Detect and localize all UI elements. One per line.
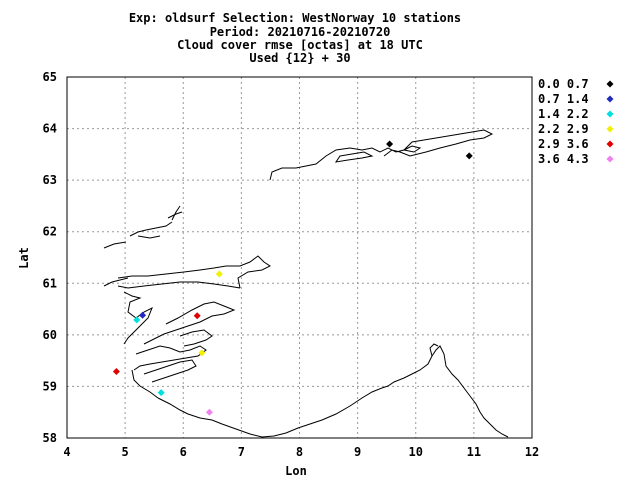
y-tick-label: 61 <box>43 276 57 290</box>
station-marker <box>193 312 201 320</box>
legend-marker <box>606 80 614 88</box>
y-tick-label: 60 <box>43 328 57 342</box>
legend-label: 0.0 0.7 <box>538 77 589 91</box>
title-line-2: Period: 20210716-20210720 <box>210 25 391 39</box>
x-tick-label: 12 <box>525 445 539 459</box>
legend-label: 1.4 2.2 <box>538 107 589 121</box>
x-axis-label: Lon <box>285 464 307 478</box>
x-tick-label: 9 <box>354 445 361 459</box>
title-line-1: Exp: oldsurf Selection: WestNorway 10 st… <box>129 11 461 25</box>
station-marker <box>157 389 165 397</box>
x-tick-label: 11 <box>467 445 481 459</box>
station-marker <box>139 311 147 319</box>
plot-frame <box>66 76 533 439</box>
station-marker <box>198 349 206 357</box>
coastline <box>103 129 509 438</box>
legend-label: 2.9 3.6 <box>538 137 589 151</box>
title-line-4: Used {12} + 30 <box>249 51 350 65</box>
legend-label: 0.7 1.4 <box>538 92 589 106</box>
x-tick-label: 4 <box>63 445 70 459</box>
y-tick-label: 64 <box>43 122 57 136</box>
title-line-3: Cloud cover rmse [octas] at 18 UTC <box>177 38 423 52</box>
station-marker <box>133 316 141 324</box>
station-markers <box>112 140 473 416</box>
x-tick-label: 8 <box>296 445 303 459</box>
legend: 0.0 0.70.7 1.41.4 2.22.2 2.92.9 3.63.6 4… <box>538 77 614 166</box>
station-marker <box>386 140 394 148</box>
legend-marker <box>606 125 614 133</box>
station-marker <box>215 270 223 278</box>
y-tick-label: 59 <box>43 379 57 393</box>
y-tick-label: 65 <box>43 70 57 84</box>
x-tick-label: 6 <box>180 445 187 459</box>
legend-marker <box>606 95 614 103</box>
legend-marker <box>606 110 614 118</box>
y-tick-label: 62 <box>43 225 57 239</box>
station-marker <box>112 367 120 375</box>
x-tick-label: 10 <box>409 445 423 459</box>
x-tick-label: 7 <box>238 445 245 459</box>
grid-lines <box>67 77 532 438</box>
y-tick-labels: 58 59 60 61 62 63 64 65 <box>43 70 57 445</box>
y-tick-label: 58 <box>43 431 57 445</box>
legend-marker <box>606 140 614 148</box>
station-marker <box>205 408 213 416</box>
y-tick-label: 63 <box>43 173 57 187</box>
x-tick-label: 5 <box>122 445 129 459</box>
legend-label: 3.6 4.3 <box>538 152 589 166</box>
y-axis-label: Lat <box>17 247 31 269</box>
legend-marker <box>606 155 614 163</box>
x-tick-labels: 4 5 6 7 8 9 10 11 12 <box>63 445 539 459</box>
station-marker <box>465 152 473 160</box>
legend-label: 2.2 2.9 <box>538 122 589 136</box>
